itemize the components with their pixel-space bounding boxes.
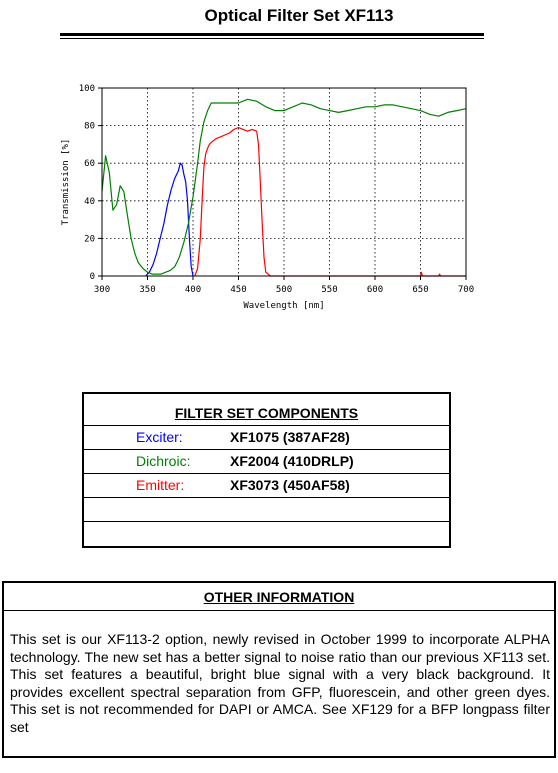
chart-grid [101, 87, 467, 277]
component-row-emitter: Emitter: XF3073 (450AF58) [84, 474, 449, 498]
y-tick-labels: 0 20 40 60 80 100 [79, 84, 102, 282]
component-role: Dichroic: [136, 453, 191, 469]
x-tick-label: 550 [321, 285, 337, 295]
x-tick-label: 700 [458, 285, 474, 295]
component-role: Emitter: [136, 477, 185, 493]
title-rule-thin [60, 38, 484, 39]
y-tick-label: 20 [84, 234, 95, 244]
component-part: XF1075 (387AF28) [230, 429, 350, 445]
x-axis-label: Wavelength [nm] [243, 301, 324, 311]
y-axis-label: Transmission [%] [61, 139, 71, 226]
other-info-header: OTHER INFORMATION [4, 583, 554, 611]
components-header-label: FILTER SET COMPONENTS [174, 405, 359, 421]
component-row-dichroic: Dichroic: XF2004 (410DRLP) [84, 450, 449, 474]
other-info-body: This set is our XF113-2 option, newly re… [10, 631, 550, 735]
component-row-empty [84, 498, 449, 522]
y-tick-label: 60 [84, 159, 95, 169]
page-title: Optical Filter Set XF113 [204, 6, 394, 25]
component-row-exciter: Exciter: XF1075 (387AF28) [84, 426, 449, 450]
component-part: XF2004 (410DRLP) [230, 453, 354, 469]
x-tick-label: 450 [230, 285, 246, 295]
y-tick-label: 0 [90, 272, 95, 282]
y-tick-label: 40 [84, 197, 95, 207]
chart-series [101, 98, 467, 277]
transmission-chart: 300 350 400 450 500 550 600 650 700 0 20 40 60 80 100… [61, 84, 474, 311]
dichroic-curve [101, 98, 467, 275]
x-tick-label: 300 [94, 285, 110, 295]
component-part: XF3073 (450AF58) [230, 477, 350, 493]
exciter-curve [145, 162, 194, 277]
emitter-curve [194, 126, 466, 277]
component-row-empty [84, 522, 449, 544]
y-tick-label: 80 [84, 122, 95, 132]
x-tick-label: 600 [367, 285, 383, 295]
title-rule-thick [60, 33, 484, 36]
x-tick-label: 350 [139, 285, 155, 295]
other-info-header-label: OTHER INFORMATION [203, 589, 355, 605]
x-tick-labels: 300 350 400 450 500 550 600 650 700 [94, 276, 474, 295]
component-role: Exciter: [136, 429, 183, 445]
x-tick-label: 650 [412, 285, 428, 295]
x-tick-label: 500 [276, 285, 292, 295]
other-information-box: OTHER INFORMATION This set is our XF113-… [2, 581, 556, 758]
y-tick-label: 100 [79, 84, 95, 94]
components-header: FILTER SET COMPONENTS [84, 394, 449, 426]
x-tick-label: 400 [185, 285, 201, 295]
filter-components-table: FILTER SET COMPONENTS Exciter: XF1075 (3… [82, 392, 451, 548]
